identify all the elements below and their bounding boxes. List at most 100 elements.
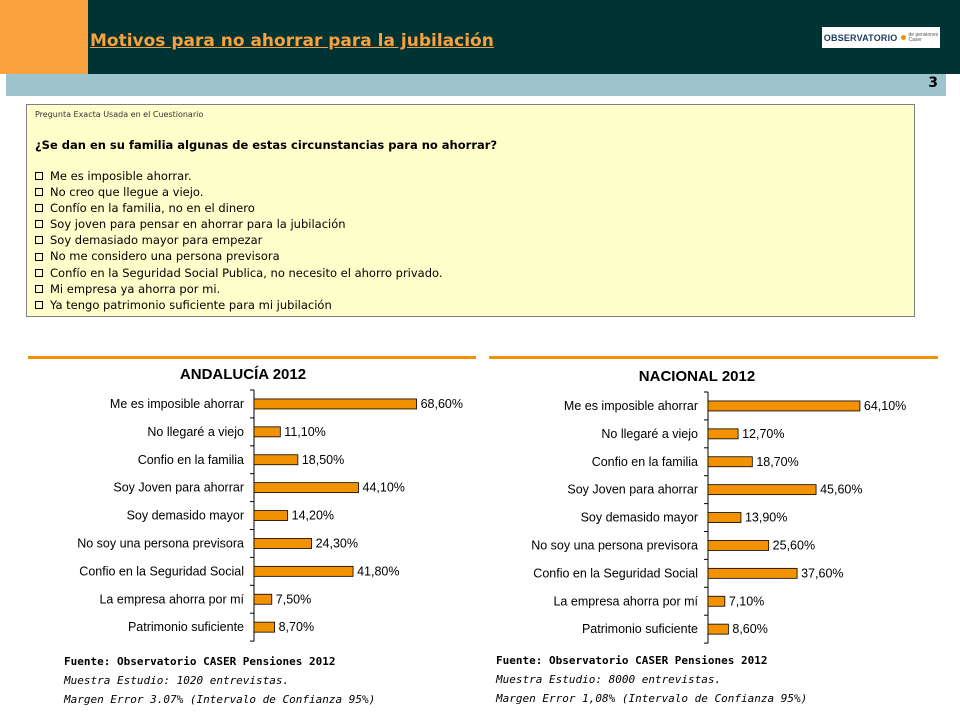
checkbox-icon bbox=[35, 284, 43, 293]
logo-subtext: de pensiones Caser bbox=[908, 31, 939, 43]
andalucia-value-label: 14,20% bbox=[292, 509, 334, 523]
andalucia-value-label: 44,10% bbox=[363, 481, 405, 495]
nacional-category-label: Patrimonio suficiente bbox=[582, 622, 698, 636]
andalucia-value-label: 8,70% bbox=[279, 620, 314, 634]
question-caption: Pregunta Exacta Usada en el Cuestionario bbox=[35, 110, 204, 119]
question-option-label: Soy joven para pensar en ahorrar para la… bbox=[50, 217, 346, 232]
andalucia-chart-title: ANDALUCÍA 2012 bbox=[179, 366, 307, 383]
question-option: Mi empresa ya ahorra por mi. bbox=[35, 281, 443, 297]
question-option: Confío en la Seguridad Social Publica, n… bbox=[35, 265, 443, 281]
nacional-value-label: 37,60% bbox=[801, 566, 843, 580]
nacional-bar bbox=[707, 540, 770, 551]
andalucia-bar bbox=[253, 398, 417, 410]
header-bar bbox=[88, 0, 960, 74]
andalucia-bar bbox=[253, 426, 281, 438]
andalucia-category-label: Patrimonio suficiente bbox=[128, 620, 244, 634]
nacional-value-label: 7,10% bbox=[729, 594, 764, 608]
nacional-value-label: 8,60% bbox=[732, 622, 767, 636]
nacional-value-label: 12,70% bbox=[742, 427, 784, 441]
question-option-label: No creo que llegue a viejo. bbox=[50, 185, 204, 200]
nacional-sample-line: Muestra Estudio: 8000 entrevistas. bbox=[496, 673, 722, 686]
checkbox-icon bbox=[35, 268, 43, 277]
nacional-error-line: Margen Error 1,08% (Intervalo de Confian… bbox=[496, 692, 808, 705]
andalucia-error-line: Margen Error 3.07% (Intervalo de Confian… bbox=[64, 693, 376, 706]
andalucia-category-label: No llegaré a viejo bbox=[147, 425, 244, 439]
header-accent-block bbox=[0, 0, 88, 74]
andalucia-sample-line: Muestra Estudio: 1020 entrevistas. bbox=[64, 674, 290, 687]
nacional-category-label: Me es imposible ahorrar bbox=[564, 399, 698, 413]
nacional-category-label: Soy Joven para ahorrar bbox=[567, 483, 698, 497]
andalucia-source-block: Fuente: Observatorio CASER Pensiones 201… bbox=[64, 652, 375, 709]
andalucia-bar bbox=[253, 565, 354, 577]
andalucia-bar bbox=[253, 593, 273, 605]
question-options-list: Me es imposible ahorrar. No creo que lle… bbox=[35, 168, 443, 313]
nacional-bar bbox=[707, 428, 739, 440]
andalucia-category-label: Confio en la Seguridad Social bbox=[79, 564, 244, 578]
nacional-bar bbox=[707, 595, 726, 607]
question-option-label: Ya tengo patrimonio suficiente para mi j… bbox=[50, 297, 332, 312]
question-option: Soy joven para pensar en ahorrar para la… bbox=[35, 216, 443, 232]
nacional-bar bbox=[707, 512, 742, 523]
andalucia-category-label: Soy Joven para ahorrar bbox=[113, 481, 244, 495]
nacional-bar bbox=[707, 623, 729, 635]
andalucia-category-label: Soy demasido mayor bbox=[127, 509, 244, 523]
andalucia-category-label: No soy una persona previsora bbox=[77, 536, 244, 550]
nacional-category-label: Confio en la Seguridad Social bbox=[533, 566, 698, 580]
checkbox-icon bbox=[35, 236, 43, 245]
nacional-category-label: Soy demasido mayor bbox=[581, 511, 698, 525]
nacional-chart: Me es imposible ahorrar 64,10% No llegaré … bbox=[531, 391, 906, 644]
andalucia-category-label: Confio en la familia bbox=[138, 453, 244, 467]
question-option-label: No me considero una persona previsora bbox=[50, 249, 280, 264]
nacional-bar bbox=[707, 567, 798, 579]
logo-wordmark: OBSERVATORIO bbox=[823, 32, 898, 43]
andalucia-divider bbox=[28, 356, 476, 359]
nacional-category-label: La empresa ahorra por mí bbox=[553, 594, 698, 608]
nacional-category-label: Confio en la familia bbox=[592, 455, 698, 469]
checkbox-icon bbox=[35, 300, 43, 309]
question-option: Ya tengo patrimonio suficiente para mi j… bbox=[35, 297, 443, 313]
checkbox-icon bbox=[35, 252, 43, 261]
checkbox-icon bbox=[35, 220, 43, 229]
nacional-divider bbox=[489, 356, 938, 359]
nacional-source-block: Fuente: Observatorio CASER Pensiones 201… bbox=[496, 651, 807, 708]
logo-sub-line-1: de pensiones bbox=[908, 31, 939, 38]
andalucia-bar bbox=[253, 454, 299, 466]
andalucia-bar bbox=[253, 482, 359, 494]
logo-sub-line-2: Caser bbox=[908, 36, 922, 43]
question-option-label: Confío en la Seguridad Social Publica, n… bbox=[50, 265, 443, 280]
andalucia-category-label: La empresa ahorra por mí bbox=[99, 592, 244, 606]
question-option: No me considero una persona previsora bbox=[35, 248, 443, 264]
question-text: ¿Se dan en su familia algunas de estas c… bbox=[35, 138, 498, 152]
nacional-category-label: No soy una persona previsora bbox=[531, 538, 698, 552]
checkbox-icon bbox=[35, 172, 43, 181]
question-option-label: Mi empresa ya ahorra por mi. bbox=[50, 281, 221, 296]
observatorio-logo: OBSERVATORIO de pensiones Caser bbox=[822, 27, 940, 48]
nacional-bar bbox=[707, 400, 861, 412]
andalucia-value-label: 24,30% bbox=[316, 536, 358, 550]
andalucia-value-label: 18,50% bbox=[302, 453, 344, 467]
andalucia-chart: Me es imposible ahorrar 68,60% No llegaré … bbox=[77, 389, 463, 642]
andalucia-bar bbox=[253, 538, 312, 549]
andalucia-bar bbox=[253, 621, 276, 633]
page-number: 3 bbox=[928, 75, 938, 91]
andalucia-value-label: 7,50% bbox=[276, 592, 311, 606]
question-option-label: Soy demasiado mayor para empezar bbox=[50, 233, 263, 248]
question-option: Me es imposible ahorrar. bbox=[35, 168, 443, 184]
nacional-source-line: Fuente: Observatorio CASER Pensiones 201… bbox=[496, 654, 768, 667]
logo-dot-icon bbox=[900, 35, 906, 40]
nacional-value-label: 64,10% bbox=[864, 399, 906, 413]
andalucia-value-label: 11,10% bbox=[284, 425, 325, 439]
nacional-value-label: 45,60% bbox=[820, 483, 862, 497]
nacional-chart-title: NACIONAL 2012 bbox=[638, 368, 756, 385]
nacional-value-label: 18,70% bbox=[756, 455, 798, 469]
nacional-value-label: 13,90% bbox=[745, 511, 787, 525]
andalucia-source-line: Fuente: Observatorio CASER Pensiones 201… bbox=[64, 655, 336, 668]
question-option: Confío en la familia, no en el dinero bbox=[35, 200, 443, 216]
andalucia-value-label: 41,80% bbox=[357, 564, 399, 578]
page-title: Motivos para no ahorrar para la jubilaci… bbox=[90, 31, 494, 51]
question-option: No creo que llegue a viejo. bbox=[35, 184, 443, 200]
question-box: Pregunta Exacta Usada en el Cuestionario… bbox=[26, 104, 915, 317]
question-option-label: Me es imposible ahorrar. bbox=[50, 169, 192, 183]
nacional-category-label: No llegaré a viejo bbox=[601, 427, 698, 441]
nacional-bar bbox=[707, 484, 817, 496]
